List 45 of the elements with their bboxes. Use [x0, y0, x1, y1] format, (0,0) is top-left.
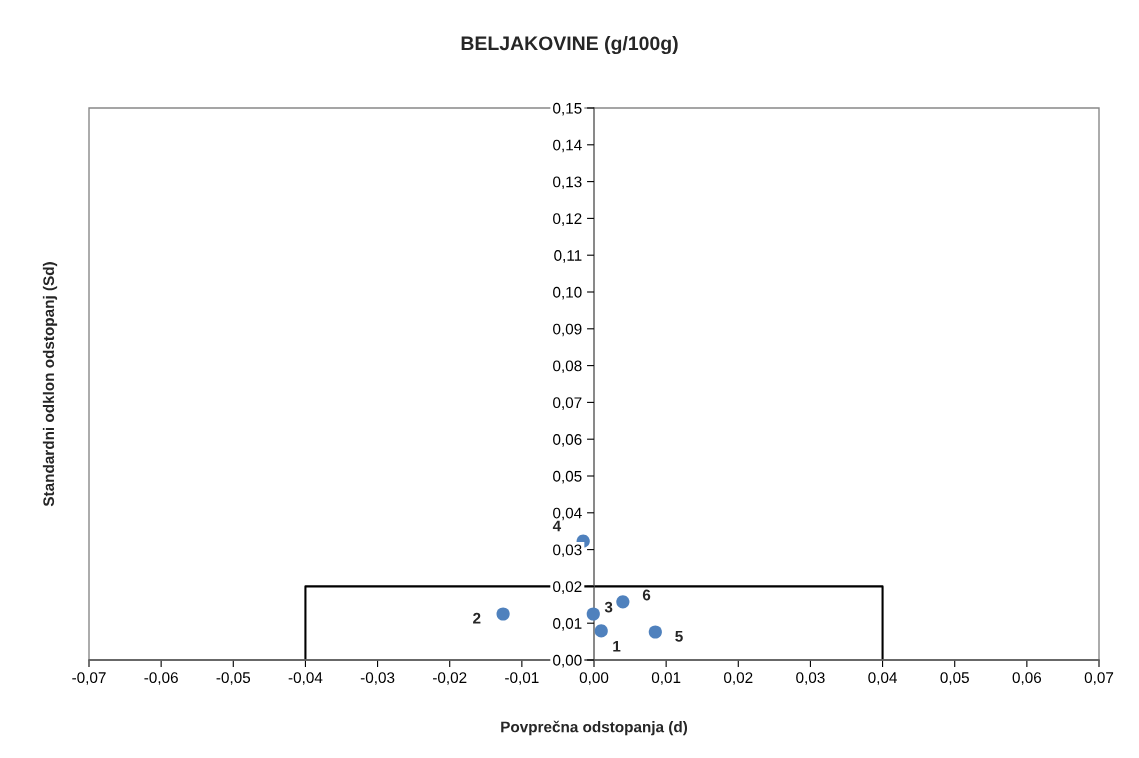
y-tick-label: 0,03 [553, 544, 582, 558]
y-tick-label: 0,07 [553, 397, 582, 410]
annotation: 2 [473, 612, 481, 624]
annotation: 3 [604, 601, 613, 613]
x-axis-title: Povprečna odstopanja (d) [501, 720, 688, 736]
chart-title: BELJAKOVINE (g/100g) [461, 35, 678, 55]
x-tick-label: -0,01 [505, 672, 539, 685]
y-tick-label: 0,01 [553, 618, 582, 631]
annotation: 1 [613, 641, 621, 652]
point [586, 607, 600, 621]
y-tick-label: 0,05 [553, 470, 582, 484]
x-tick-label: 0,01 [651, 672, 681, 685]
point [616, 595, 630, 609]
y-tick-label: 0,04 [553, 507, 582, 521]
x-tick-label: 0,05 [940, 672, 969, 685]
x-tick-label: 0,06 [1012, 672, 1042, 685]
y-tick-label: 0,12 [553, 213, 582, 226]
x-tick-label: 0,03 [796, 672, 825, 685]
y-tick-label: 0,08 [553, 360, 582, 374]
y-tick-label: 0,10 [553, 286, 582, 300]
point [496, 607, 510, 621]
y-tick-label: 0,14 [553, 139, 582, 153]
y-tick-label: 0,11 [554, 250, 582, 263]
x-tick-label: 0,07 [1084, 672, 1114, 685]
x-tick-label: 0,00 [579, 672, 609, 685]
x-tick-label: -0,04 [288, 672, 323, 685]
y-tick-label: 0,06 [553, 434, 582, 447]
annotation: 5 [675, 631, 683, 642]
y-tick-label: 0,09 [553, 323, 582, 337]
y-tick-label: 0,15 [553, 102, 582, 116]
x-tick-label: 0,04 [868, 672, 897, 685]
annotation: 4 [552, 520, 562, 532]
x-tick-label: -0,05 [216, 672, 251, 685]
y-axis-title: Standardni odklon odstopanj (Sd) [42, 262, 58, 507]
y-tick-label: 0,00 [553, 654, 582, 668]
y-tick-label: 0,13 [553, 176, 582, 190]
x-tick-label: -0,07 [72, 672, 106, 685]
x-tick-label: -0,06 [144, 672, 178, 685]
point [648, 625, 662, 639]
y-tick-label: 0,02 [553, 581, 582, 594]
x-tick-label: -0,02 [432, 672, 467, 685]
point [594, 624, 608, 638]
x-tick-label: -0,03 [360, 672, 395, 685]
annotation: 6 [642, 589, 651, 601]
x-tick-label: 0,02 [724, 672, 753, 685]
